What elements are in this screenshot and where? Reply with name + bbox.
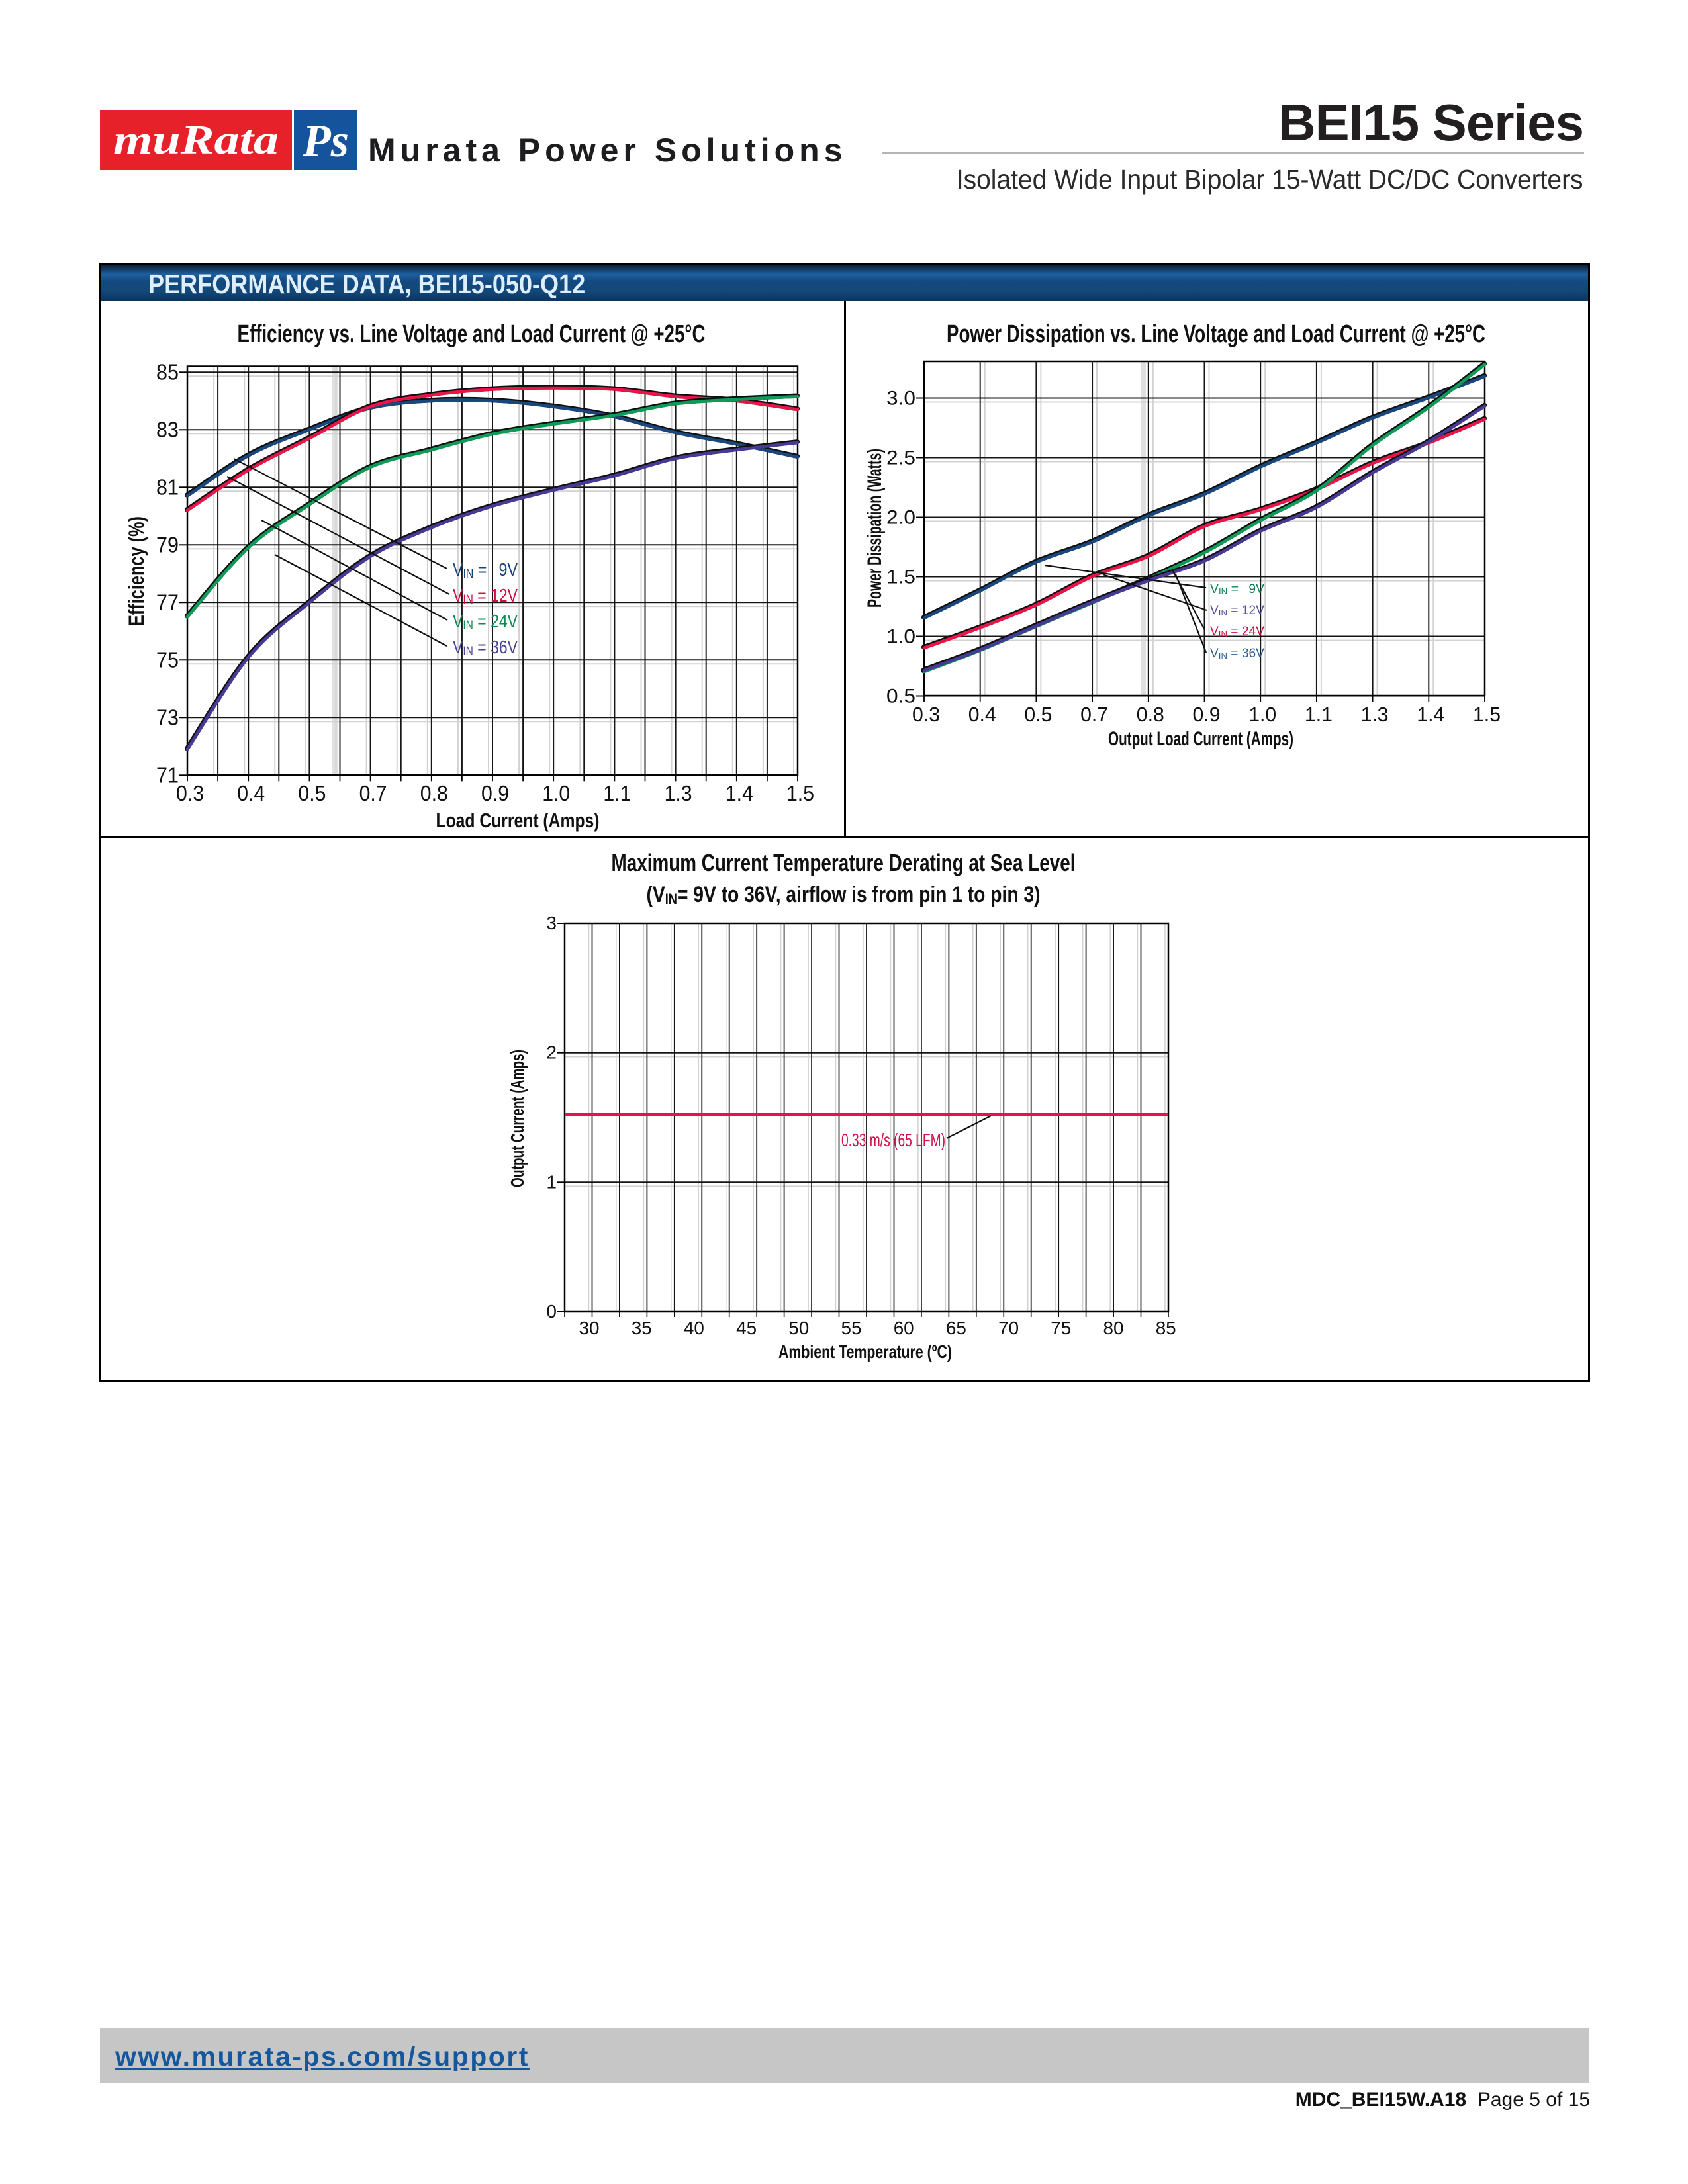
svg-text:40: 40 (684, 1318, 704, 1338)
svg-text:35: 35 (632, 1318, 652, 1338)
svg-text:83: 83 (156, 417, 179, 441)
svg-text:VIN = 24V: VIN = 24V (1210, 625, 1264, 639)
svg-text:1.4: 1.4 (1417, 703, 1444, 726)
svg-text:80: 80 (1103, 1318, 1124, 1338)
svg-text:1.5: 1.5 (786, 781, 814, 805)
svg-text:0.4: 0.4 (237, 781, 265, 805)
svg-text:VIN = 36V: VIN = 36V (453, 637, 518, 659)
svg-text:Output Current (Amps): Output Current (Amps) (507, 1050, 528, 1187)
svg-text:1.4: 1.4 (726, 781, 753, 805)
svg-text:75: 75 (1051, 1318, 1071, 1338)
svg-text:0.9: 0.9 (1193, 703, 1221, 726)
svg-text:1.0: 1.0 (542, 781, 570, 805)
svg-text:1.5: 1.5 (1473, 703, 1501, 726)
svg-text:1: 1 (546, 1171, 557, 1192)
svg-text:0.7: 0.7 (359, 781, 387, 805)
svg-text:2: 2 (546, 1042, 557, 1063)
svg-text:0.9: 0.9 (481, 781, 509, 805)
svg-text:70: 70 (998, 1318, 1019, 1338)
svg-text:VIN = 9V: VIN = 9V (1210, 582, 1264, 596)
svg-text:0.8: 0.8 (420, 781, 448, 805)
svg-text:0.7: 0.7 (1080, 703, 1108, 726)
svg-text:0.4: 0.4 (968, 703, 996, 726)
svg-text:0.5: 0.5 (1024, 703, 1052, 726)
svg-text:VIN = 9V: VIN = 9V (453, 559, 518, 581)
svg-text:75: 75 (156, 647, 179, 672)
svg-text:3.0: 3.0 (886, 388, 915, 410)
svg-text:0: 0 (546, 1301, 557, 1322)
svg-text:50: 50 (788, 1318, 809, 1338)
svg-text:VIN = 12V: VIN = 12V (1210, 604, 1264, 617)
svg-text:60: 60 (894, 1318, 914, 1338)
svg-text:1.3: 1.3 (665, 781, 692, 805)
svg-text:0.5: 0.5 (886, 686, 915, 707)
svg-text:Maximum Current Temperature De: Maximum Current Temperature Derating at … (612, 849, 1076, 876)
svg-text:45: 45 (736, 1318, 757, 1338)
svg-text:Ps: Ps (302, 116, 349, 167)
svg-text:85: 85 (156, 359, 179, 384)
svg-text:65: 65 (946, 1318, 966, 1338)
svg-text:81: 81 (156, 475, 179, 499)
svg-text:Load Current (Amps): Load Current (Amps) (436, 809, 600, 832)
svg-text:Output Load Current (Amps): Output Load Current (Amps) (1108, 728, 1293, 750)
svg-text:2.5: 2.5 (886, 447, 915, 469)
svg-text:Power Dissipation (Watts): Power Dissipation (Watts) (864, 449, 886, 608)
svg-text:Power Dissipation vs. Line Vol: Power Dissipation vs. Line Voltage and L… (947, 320, 1485, 348)
svg-text:85: 85 (1156, 1318, 1176, 1338)
svg-text:VIN = 24V: VIN = 24V (453, 611, 518, 633)
svg-text:71: 71 (156, 762, 179, 787)
svg-text:VIN = 36V: VIN = 36V (1210, 647, 1264, 660)
svg-text:1.1: 1.1 (1305, 703, 1333, 726)
svg-text:0.5: 0.5 (298, 781, 326, 805)
svg-text:0.8: 0.8 (1137, 703, 1164, 726)
svg-text:VIN = 12V: VIN = 12V (453, 585, 518, 607)
svg-text:0.3: 0.3 (912, 703, 940, 726)
svg-text:1.0: 1.0 (1248, 703, 1276, 726)
svg-text:0.33 m/s (65 LFM): 0.33 m/s (65 LFM) (841, 1130, 945, 1150)
svg-text:muRata: muRata (113, 118, 279, 163)
svg-text:1.5: 1.5 (886, 567, 915, 588)
svg-text:1.0: 1.0 (886, 626, 915, 648)
svg-text:0.3: 0.3 (176, 781, 204, 805)
svg-text:Ambient Temperature (ºC): Ambient Temperature (ºC) (778, 1342, 952, 1362)
svg-text:3: 3 (546, 913, 557, 933)
svg-text:(VIN= 9V to 36V, airflow is fr: (VIN= 9V to 36V, airflow is from pin 1 t… (647, 882, 1041, 907)
svg-text:55: 55 (841, 1318, 862, 1338)
svg-text:1.3: 1.3 (1361, 703, 1389, 726)
svg-text:Efficiency (%): Efficiency (%) (124, 516, 148, 626)
svg-text:73: 73 (156, 705, 179, 729)
svg-text:30: 30 (579, 1318, 600, 1338)
svg-text:79: 79 (156, 532, 179, 557)
svg-text:2.0: 2.0 (886, 507, 915, 529)
svg-text:77: 77 (156, 590, 179, 614)
svg-text:Efficiency vs. Line Voltage an: Efficiency vs. Line Voltage and Load Cur… (238, 320, 706, 348)
svg-text:1.1: 1.1 (603, 781, 631, 805)
